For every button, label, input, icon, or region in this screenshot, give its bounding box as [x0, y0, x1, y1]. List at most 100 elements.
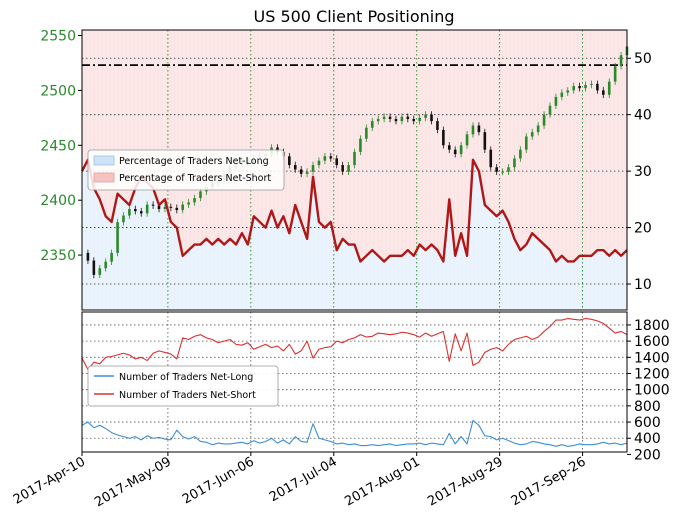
price-candle: [382, 116, 386, 119]
price-candle: [317, 160, 321, 166]
price-candle: [483, 132, 487, 150]
price-candle: [524, 136, 528, 150]
price-candle: [412, 118, 416, 122]
price-candle: [187, 202, 190, 205]
price-candle: [619, 55, 623, 67]
price-candle: [98, 268, 102, 275]
left-axis-tick-label: 2450: [40, 138, 76, 154]
price-candle: [353, 151, 356, 166]
price-candle: [406, 116, 410, 119]
price-candle: [341, 165, 344, 172]
price-candle: [560, 92, 564, 97]
price-candle: [116, 222, 119, 253]
left-axis-tick-label: 2400: [40, 193, 76, 209]
price-candle: [359, 138, 362, 152]
net-long-area: [82, 159, 627, 310]
price-candle: [489, 149, 493, 168]
price-candle: [145, 204, 149, 214]
x-axis-tick-label: 2017-Sep-26: [509, 454, 589, 509]
price-candle: [199, 191, 202, 198]
price-candle: [329, 156, 333, 159]
price-candle: [424, 114, 427, 118]
left-axis-tick-label: 2350: [40, 248, 76, 264]
bottom-axis-tick-label: 400: [634, 431, 661, 447]
price-candle: [169, 206, 173, 208]
price-candle: [335, 158, 339, 166]
price-candle: [584, 84, 587, 89]
x-axis-tick-label: 2017-Apr-10: [11, 454, 88, 507]
price-candle: [92, 260, 96, 275]
price-candle: [607, 81, 611, 95]
price-candle: [513, 158, 516, 168]
price-candle: [122, 215, 125, 223]
num-long-legend-label: Number of Traders Net-Long: [119, 372, 253, 383]
price-candle: [365, 127, 368, 139]
net-long-count-line: [81, 419, 628, 447]
price-candle: [163, 206, 167, 209]
top-panel: 2350 2400 2450 2500 2550 10 20 30 40 50: [40, 28, 652, 311]
price-candle: [436, 121, 439, 130]
price-candle: [596, 83, 599, 91]
price-candle: [602, 90, 605, 95]
bottom-axis-tick-label: 1000: [634, 383, 670, 399]
price-candle: [471, 125, 475, 135]
price-candle: [572, 86, 575, 91]
bottom-plot-frame: [81, 311, 628, 453]
price-candle: [542, 114, 546, 126]
price-candle: [453, 149, 457, 155]
price-candle: [554, 96, 558, 106]
price-candle: [151, 204, 155, 206]
price-candle: [530, 132, 534, 137]
price-candle: [465, 134, 469, 146]
price-candle: [370, 121, 374, 128]
price-candle: [507, 167, 510, 172]
price-candle: [305, 171, 309, 174]
bottom-axis-tick-label: 1600: [634, 334, 670, 350]
left-axis-tick-label: 2500: [40, 83, 76, 99]
right-axis-tick-label: 10: [634, 277, 652, 293]
price-candle: [181, 204, 185, 211]
net-short-count-line: [81, 317, 628, 371]
price-candle: [139, 211, 143, 214]
price-candle: [311, 165, 315, 172]
net-long-swatch: [93, 155, 115, 166]
top-legend-box: [87, 149, 285, 191]
price-candle: [128, 208, 131, 216]
net-short-legend-label: Percentage of Traders Net-Short: [119, 173, 271, 184]
price-candle: [394, 118, 398, 122]
bottom-axis-tick-label: 1800: [634, 318, 670, 334]
net-long-percent-line: [80, 158, 628, 263]
price-candle: [477, 125, 481, 133]
price-candle: [323, 156, 327, 161]
price-candle: [104, 261, 107, 269]
x-axis-tick-label: 2017-Aug-01: [342, 454, 422, 509]
x-axis-tick-label: 2017-Aug-29: [425, 454, 505, 509]
price-candle: [376, 118, 380, 122]
price-candle: [590, 83, 593, 85]
bottom-axis-tick-label: 800: [634, 399, 661, 415]
price-candle: [495, 167, 498, 172]
right-axis-tick-label: 20: [634, 221, 652, 237]
price-candle: [613, 66, 617, 82]
right-axis-tick-label: 50: [634, 51, 652, 67]
net-short-area: [82, 30, 627, 262]
price-candle: [299, 169, 303, 174]
price-candle: [418, 117, 421, 122]
right-axis-tick-label: 40: [634, 108, 652, 124]
price-candle: [400, 116, 404, 122]
net-long-legend-label: Percentage of Traders Net-Long: [119, 156, 269, 167]
chart-title: US 500 Client Positioning: [253, 7, 454, 26]
bottom-axis-tick-label: 1400: [634, 350, 670, 366]
price-candle: [459, 145, 463, 155]
price-candle: [566, 90, 570, 93]
right-axis-tick-label: 30: [634, 164, 652, 180]
x-axis: 2017-Apr-10 2017-May-09 2017-Jun-06 2017-Ju…: [11, 452, 589, 510]
x-axis-tick-label: 2017-Jun-06: [180, 454, 257, 507]
left-axis-tick-label: 2550: [40, 28, 76, 44]
top-plot-frame: [81, 29, 628, 311]
price-candle: [86, 252, 90, 261]
price-candle: [388, 116, 392, 119]
